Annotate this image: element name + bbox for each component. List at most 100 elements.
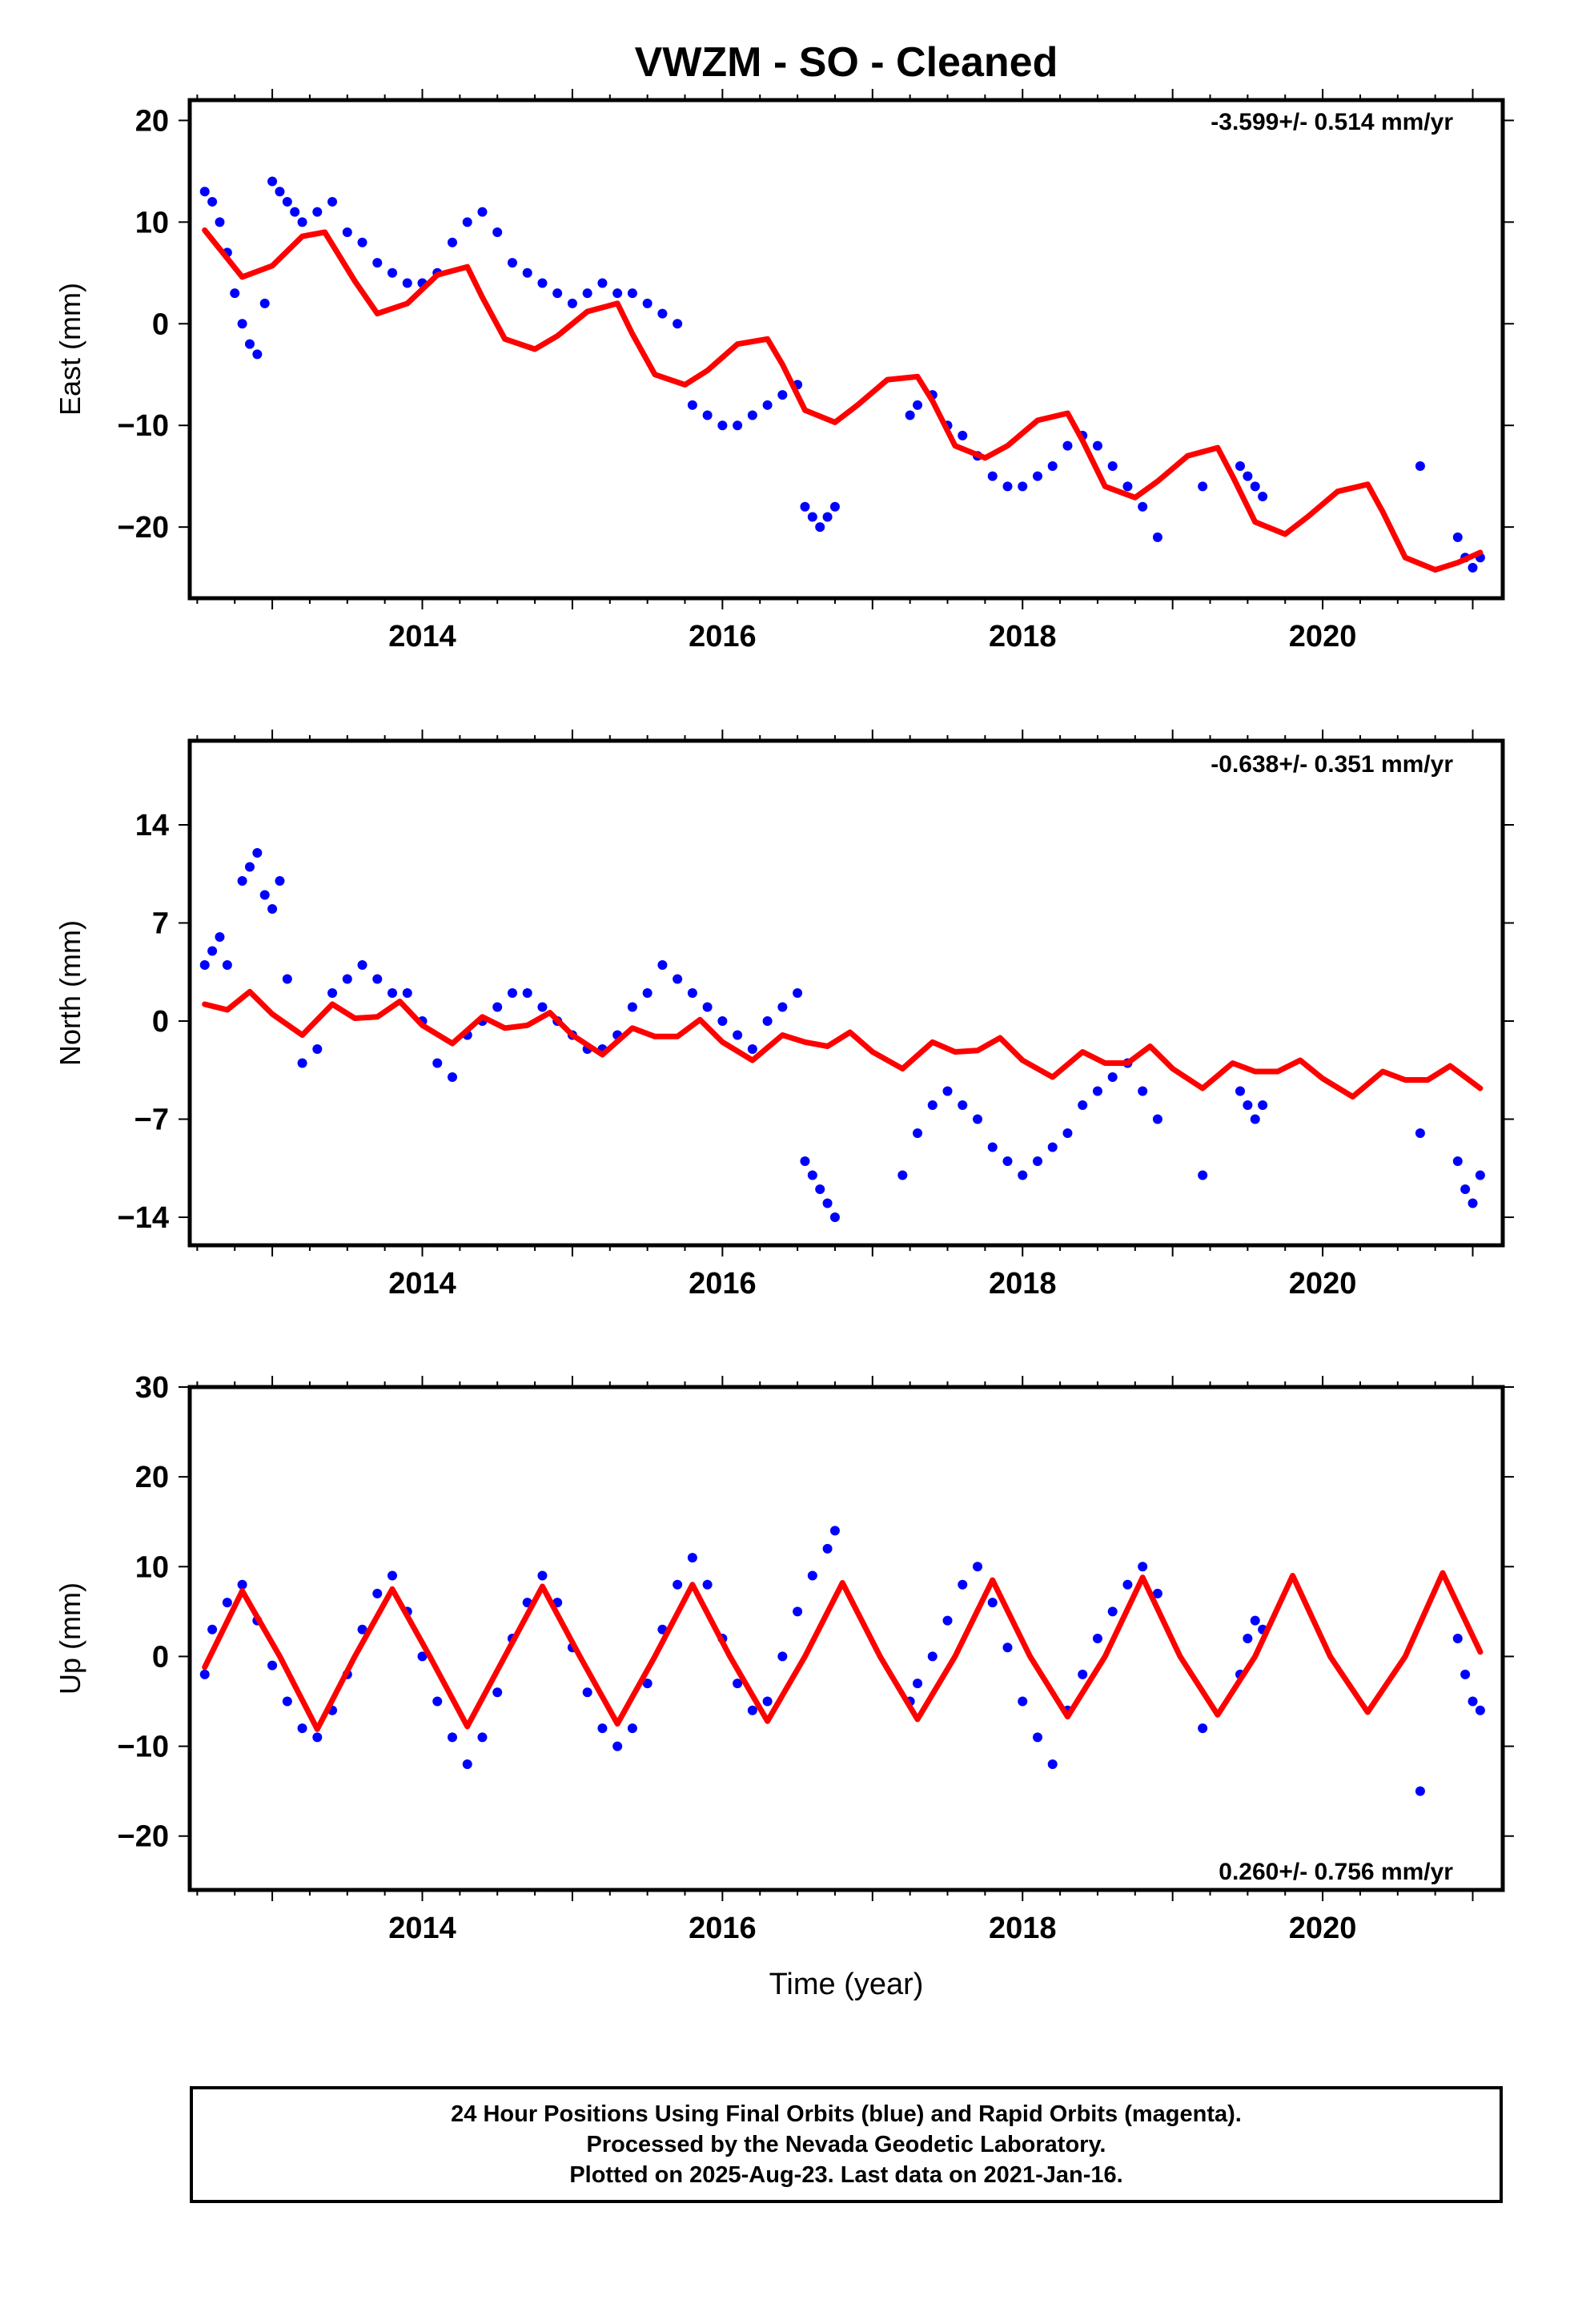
data-point — [582, 288, 592, 299]
data-point — [800, 1156, 810, 1166]
panel-3: 2014 2016 2018 2020 30 20 10 0 −10 −20 Up (mm) 0.26… — [54, 1371, 1514, 1945]
model-fit-line — [202, 988, 1484, 1100]
y-tick-label: −10 — [118, 409, 169, 443]
x-axis-label: Time (year) — [769, 1968, 924, 2001]
data-point — [1032, 471, 1042, 481]
data-point — [372, 258, 383, 268]
data-point — [642, 298, 652, 308]
data-point — [1138, 1086, 1148, 1096]
data-point — [1235, 460, 1245, 471]
data-point — [829, 1212, 840, 1222]
data-point — [642, 1679, 652, 1689]
data-point — [230, 288, 240, 299]
data-point — [1107, 460, 1118, 471]
data-point — [207, 196, 218, 207]
data-point — [207, 1624, 218, 1634]
data-point — [747, 1044, 757, 1054]
data-point — [1452, 532, 1463, 542]
data-point — [1062, 1128, 1073, 1138]
data-point — [432, 1058, 443, 1068]
data-point — [762, 1016, 773, 1026]
data-point — [290, 207, 300, 217]
data-point — [1078, 1669, 1088, 1679]
data-point — [897, 1170, 908, 1180]
data-point — [215, 932, 225, 942]
data-point — [822, 512, 833, 522]
data-point — [1475, 1170, 1485, 1180]
data-point — [829, 501, 840, 512]
data-point — [913, 400, 923, 410]
data-point — [402, 988, 412, 998]
data-point — [357, 960, 367, 970]
data-point — [673, 1579, 683, 1590]
y-tick-label: 14 — [135, 809, 169, 842]
data-point — [905, 410, 915, 420]
data-point — [1243, 471, 1253, 481]
x-tick-label: 2018 — [989, 1912, 1057, 1945]
data-point — [1032, 1156, 1042, 1166]
rate-annotation: -0.638+/- 0.351 mm/yr — [1211, 751, 1453, 778]
data-point — [1258, 1100, 1268, 1110]
data-point — [673, 974, 683, 984]
plot-frame — [187, 738, 1505, 1248]
data-point — [492, 227, 503, 238]
data-point — [1250, 1114, 1260, 1124]
rate-annotation: -3.599+/- 0.514 mm/yr — [1211, 109, 1453, 135]
data-point — [1250, 481, 1260, 492]
data-point — [387, 267, 398, 278]
x-tick-label: 2014 — [388, 1912, 456, 1945]
data-point — [327, 988, 338, 998]
data-point — [702, 1579, 713, 1590]
data-point — [522, 988, 532, 998]
data-point — [492, 1687, 503, 1698]
rate-annotation: 0.260+/- 0.756 mm/yr — [1219, 1859, 1453, 1885]
data-point — [1243, 1634, 1253, 1643]
y-tick-label: 10 — [135, 1550, 169, 1584]
y-tick-label: −20 — [118, 511, 169, 545]
footer-line-dates: Plotted on 2025-Aug-23. Last data on 202… — [569, 2162, 1123, 2188]
data-point — [297, 217, 307, 227]
y-tick-label: −7 — [135, 1104, 169, 1137]
data-point — [913, 1128, 923, 1138]
data-point — [1415, 1128, 1425, 1138]
data-point — [199, 960, 210, 970]
x-tick-label: 2020 — [1289, 1267, 1357, 1301]
data-point — [357, 1624, 367, 1634]
data-point — [372, 974, 383, 984]
data-point — [259, 298, 270, 308]
data-point — [657, 308, 668, 319]
plot-area — [199, 176, 1485, 573]
data-point — [958, 1100, 968, 1110]
data-point — [432, 1696, 443, 1707]
data-point — [1460, 1669, 1471, 1679]
plot-area — [199, 848, 1485, 1222]
data-point — [342, 227, 352, 238]
data-point — [417, 1651, 428, 1662]
data-point — [800, 501, 810, 512]
data-point — [657, 960, 668, 970]
data-point — [702, 1002, 713, 1012]
data-point — [1152, 1114, 1162, 1124]
data-point — [1468, 562, 1478, 573]
data-point — [973, 1114, 982, 1124]
x-tick-label: 2014 — [388, 620, 456, 653]
model-fit-line — [202, 1570, 1484, 1732]
data-point — [717, 1016, 728, 1026]
y-axis-label: Up (mm) — [54, 1582, 86, 1695]
data-point — [777, 1651, 788, 1662]
data-point — [1198, 1723, 1208, 1734]
data-point — [673, 319, 683, 329]
data-point — [199, 1669, 210, 1679]
data-point — [733, 420, 743, 431]
data-point — [793, 988, 803, 998]
data-point — [312, 1732, 323, 1743]
data-point — [1122, 481, 1133, 492]
data-point — [492, 1002, 503, 1012]
data-point — [612, 288, 623, 299]
y-tick-label: 0 — [152, 1640, 169, 1674]
data-point — [1475, 1705, 1485, 1715]
data-point — [207, 946, 218, 956]
data-point — [687, 1553, 697, 1563]
